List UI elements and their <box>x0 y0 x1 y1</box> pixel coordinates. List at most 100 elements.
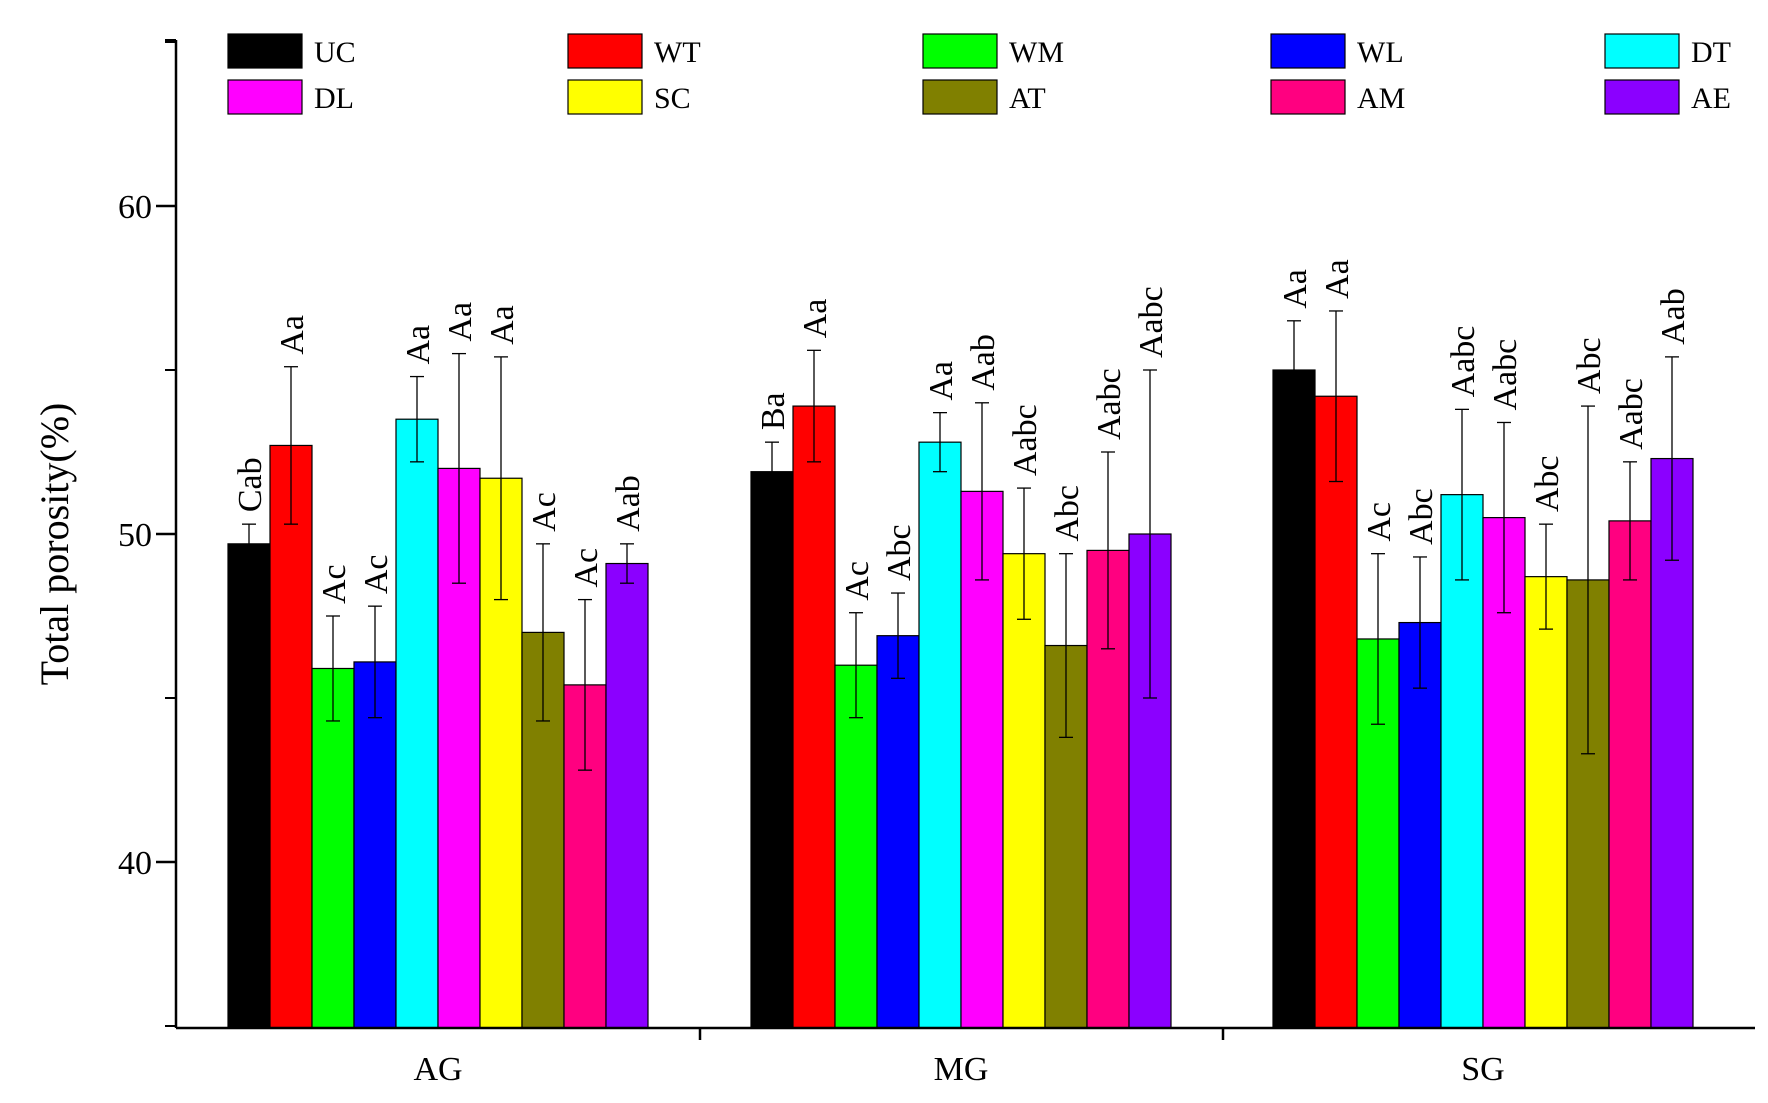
bar-sc-sg <box>1524 576 1568 1029</box>
significance-label: Aab <box>610 475 647 532</box>
bar-wm-mg <box>834 664 878 1029</box>
significance-label: Ac <box>1361 502 1398 542</box>
error-bar-ae-mg <box>1143 369 1157 699</box>
error-bar-wm-sg <box>1371 553 1385 725</box>
legend-label: DT <box>1691 36 1731 69</box>
bar-am-mg <box>1086 549 1130 1029</box>
significance-label: Aa <box>923 361 960 401</box>
error-bar-sc-mg <box>1017 487 1031 620</box>
bar-uc-mg <box>750 471 794 1029</box>
y-tick-label: 40 <box>118 845 152 882</box>
significance-label: Ac <box>839 561 876 601</box>
significance-label: Aab <box>965 334 1002 391</box>
significance-label: Ac <box>568 548 605 588</box>
legend-label: DL <box>314 82 354 115</box>
error-bar-am-ag <box>578 598 592 771</box>
error-bar-ae-sg <box>1665 356 1679 561</box>
x-tick-label: SG <box>1461 1051 1504 1088</box>
significance-label: Aa <box>1277 269 1314 309</box>
error-bar-dl-ag <box>452 352 466 584</box>
legend-swatch <box>1270 79 1346 115</box>
bar-wt-sg <box>1314 395 1358 1029</box>
significance-label: Cab <box>232 457 269 512</box>
legend-item-ae: AE <box>1604 79 1731 115</box>
legend-swatch <box>1604 79 1680 115</box>
bar-sc-mg <box>1002 553 1046 1029</box>
significance-label: Abc <box>1571 337 1608 394</box>
error-bar-wl-sg <box>1413 556 1427 689</box>
significance-label: Aabc <box>1133 286 1170 358</box>
error-bar-uc-ag <box>242 523 256 565</box>
legend-swatch <box>227 33 303 69</box>
bar-uc-sg <box>1272 369 1316 1029</box>
bar-wl-sg <box>1398 621 1442 1029</box>
legend-label: WT <box>654 36 701 69</box>
error-bar-wl-ag <box>368 605 382 719</box>
legend-label: WL <box>1357 36 1404 69</box>
legend-item-wt: WT <box>567 33 701 69</box>
legend-label: WM <box>1009 36 1064 69</box>
error-bar-am-mg <box>1101 451 1115 650</box>
legend-label: AM <box>1357 82 1405 115</box>
significance-label: Aabc <box>1007 404 1044 476</box>
error-bar-at-ag <box>536 543 550 722</box>
legend-swatch <box>567 79 643 115</box>
legend-item-at: AT <box>922 79 1046 115</box>
y-axis-label: Total porosity(%) <box>32 403 77 686</box>
significance-label: Abc <box>1049 485 1086 542</box>
significance-label: Ac <box>358 555 395 595</box>
significance-label: Aabc <box>1445 326 1482 398</box>
legend-swatch <box>1604 33 1680 69</box>
error-bar-ae-ag <box>620 543 634 584</box>
significance-label: Aa <box>442 302 479 342</box>
error-bar-sc-ag <box>494 356 508 601</box>
bar-am-sg <box>1608 520 1652 1029</box>
legend-item-sc: SC <box>567 79 691 115</box>
significance-label: Aa <box>274 315 311 355</box>
error-bar-sc-sg <box>1539 523 1553 630</box>
error-bar-uc-sg <box>1287 320 1301 420</box>
significance-label: Aa <box>400 325 437 365</box>
x-tick-label: MG <box>934 1051 989 1088</box>
significance-label: Aabc <box>1487 339 1524 411</box>
legend-item-dt: DT <box>1604 33 1731 69</box>
y-tick-label: 60 <box>118 189 152 226</box>
significance-label: Abc <box>1529 456 1566 513</box>
legend-item-am: AM <box>1270 79 1405 115</box>
bar-wt-mg <box>792 405 836 1029</box>
significance-label: Abc <box>1403 488 1440 545</box>
error-bar-dt-mg <box>933 411 947 473</box>
significance-label: Aab <box>1655 288 1692 345</box>
error-bar-wm-ag <box>326 615 340 722</box>
error-bar-wt-ag <box>284 366 298 525</box>
legend-label: SC <box>654 82 691 115</box>
legend-swatch <box>922 33 998 69</box>
legend-swatch <box>922 79 998 115</box>
legend-swatch <box>567 33 643 69</box>
legend: UC WT WM WL DT DL SC AT AM AE <box>227 33 1731 115</box>
bar-dt-mg <box>918 441 962 1029</box>
legend-label: AE <box>1691 82 1731 115</box>
y-tick-label: 50 <box>118 517 152 554</box>
bar-wt-ag <box>269 444 313 1029</box>
error-bar-wl-mg <box>891 592 905 679</box>
error-bar-dl-mg <box>975 402 989 581</box>
significance-label: Ac <box>316 564 353 604</box>
axes: 40 50 60 AG MG SG <box>118 39 1755 1088</box>
significance-label: Aa <box>797 299 834 339</box>
legend-item-wm: WM <box>922 33 1064 69</box>
significance-label: Ba <box>755 392 792 430</box>
legend-item-wl: WL <box>1270 33 1404 69</box>
error-bar-wm-mg <box>849 612 863 719</box>
bar-wl-mg <box>876 635 920 1029</box>
bar-wm-ag <box>311 667 355 1029</box>
legend-item-uc: UC <box>227 33 356 69</box>
x-tick-label: AG <box>413 1051 462 1088</box>
legend-label: AT <box>1009 82 1046 115</box>
error-bar-uc-mg <box>765 441 779 502</box>
error-bar-am-sg <box>1623 461 1637 581</box>
bar-dt-ag <box>395 418 439 1029</box>
error-bar-dt-ag <box>410 375 424 463</box>
